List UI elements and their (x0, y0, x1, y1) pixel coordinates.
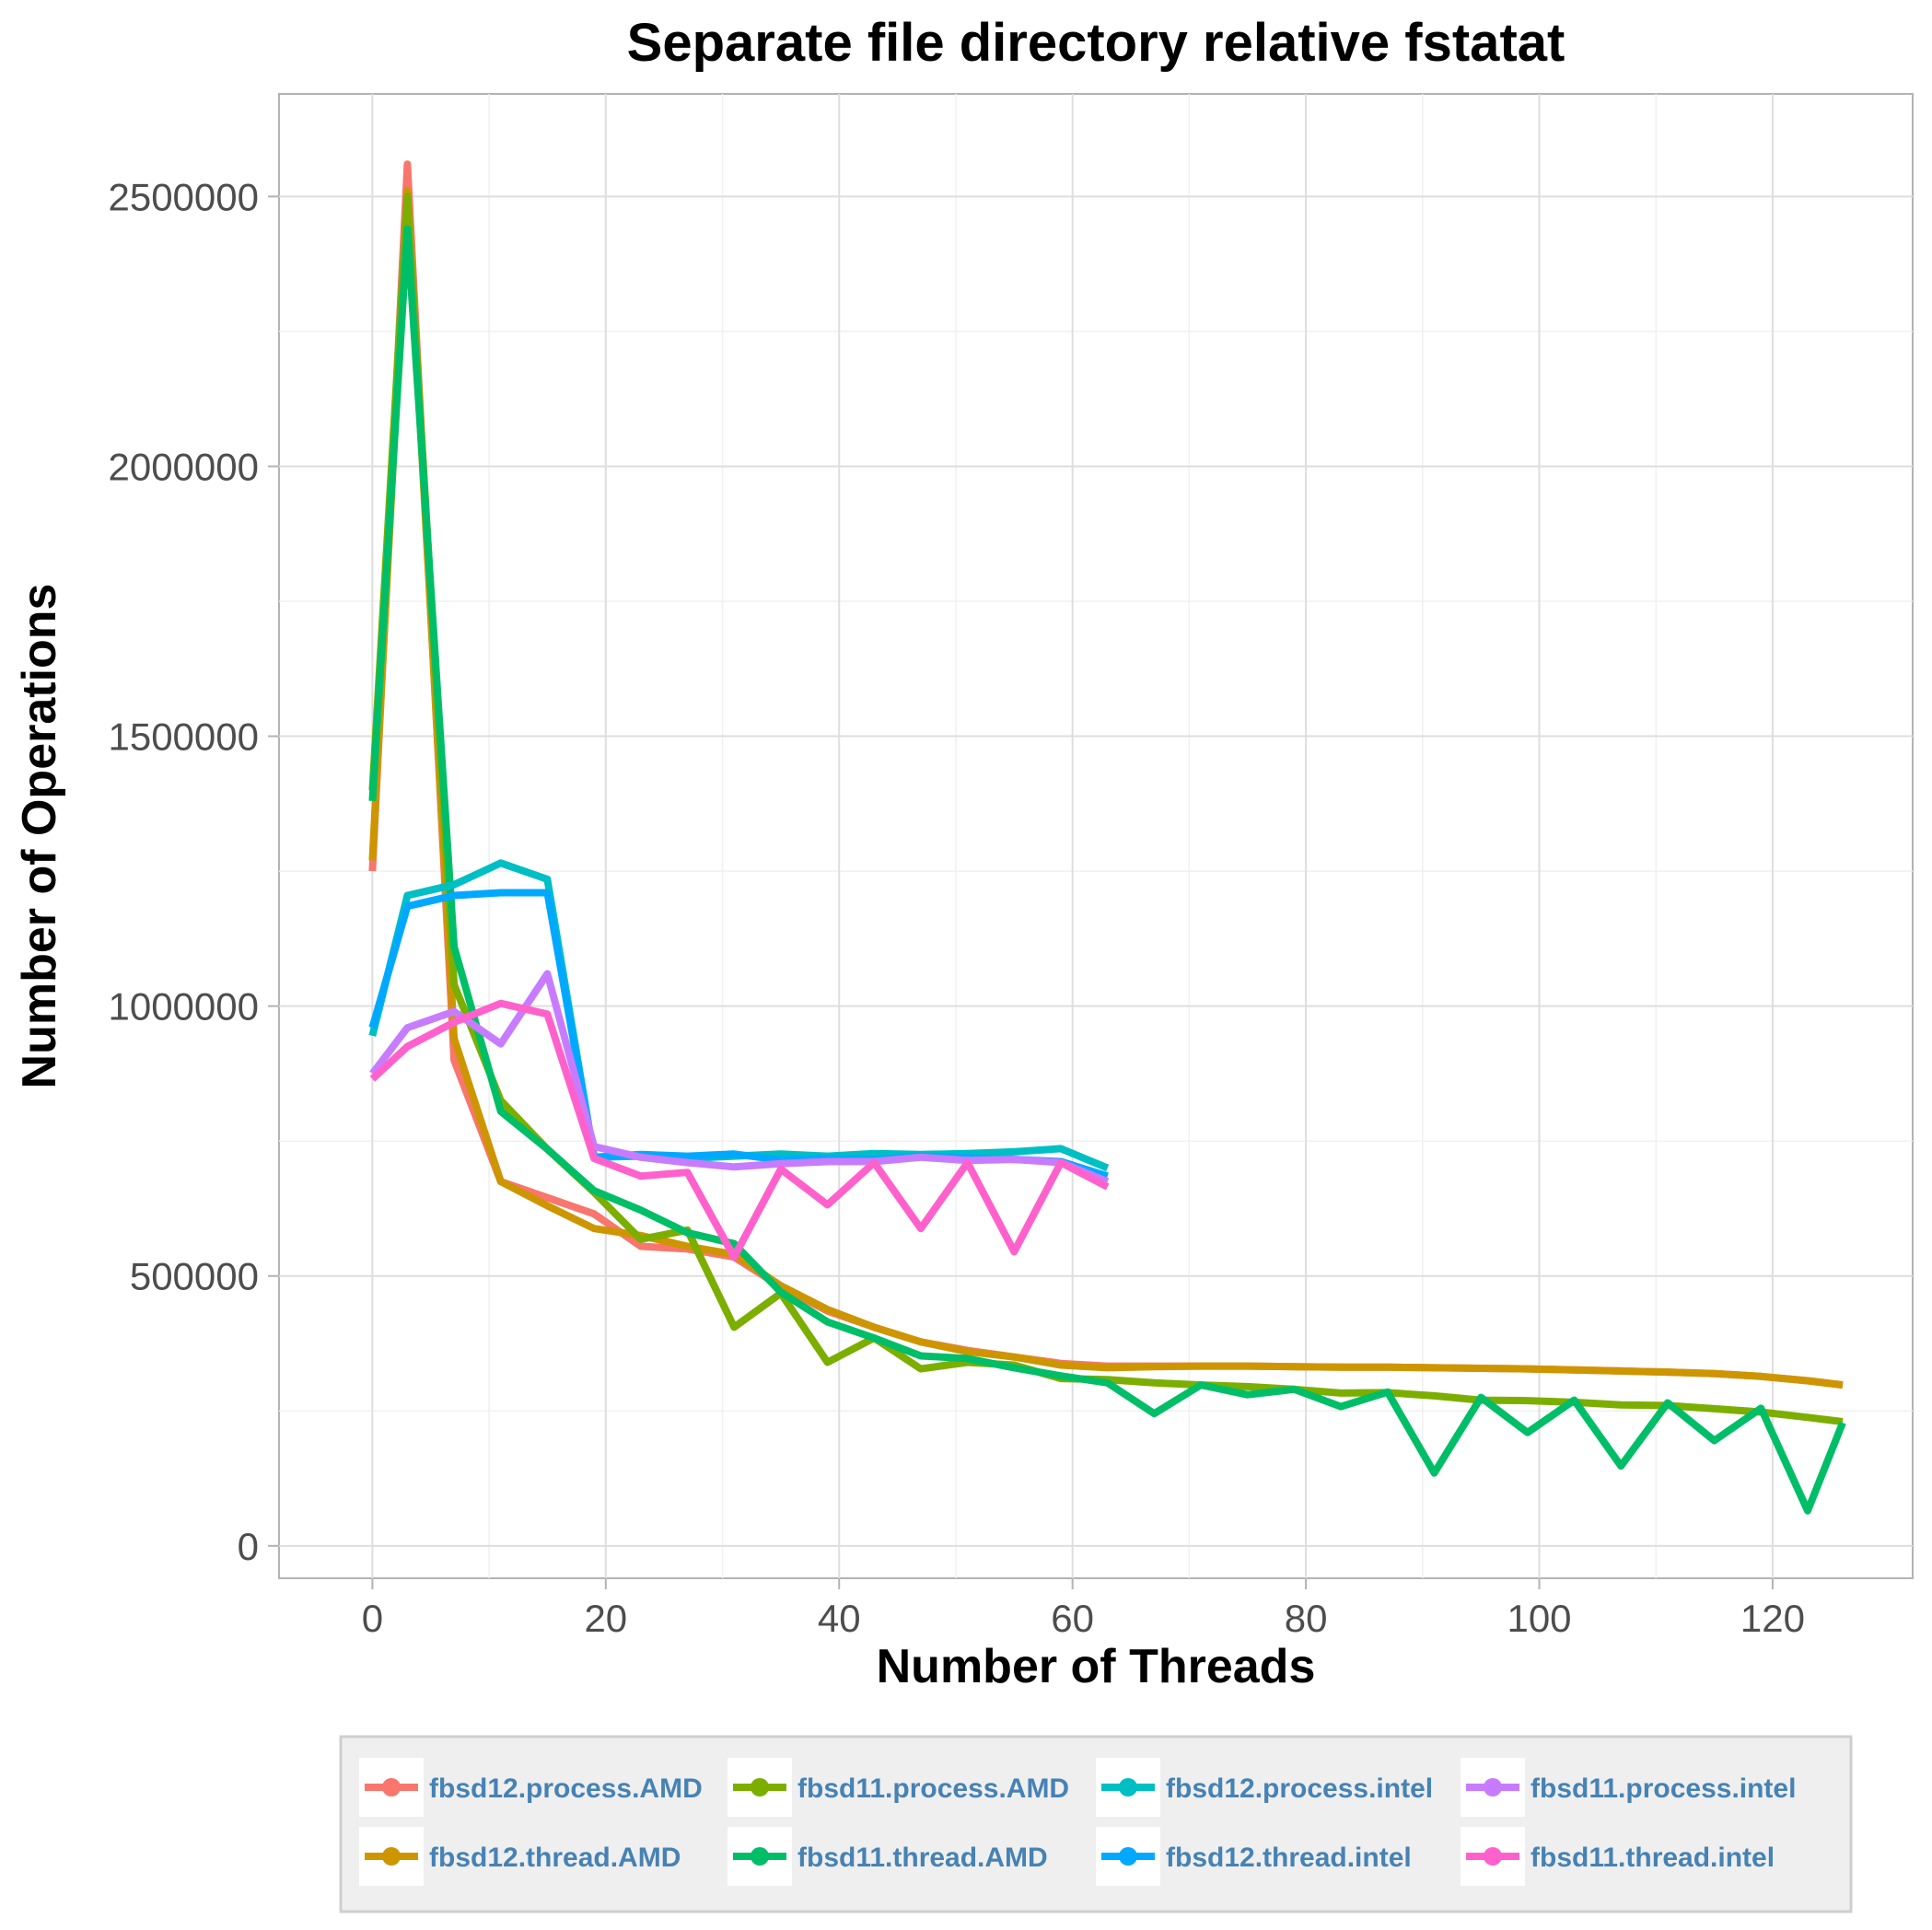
legend-key-dot (382, 1847, 401, 1866)
series-lines (368, 160, 1846, 1515)
y-axis-title: Number of Operations (13, 584, 66, 1089)
legend-key-dot (1484, 1778, 1502, 1796)
x-axis: 0 20 40 60 80 100 120 (362, 1578, 1805, 1640)
y-tick-label: 1000000 (108, 985, 259, 1029)
legend-key-dot (751, 1778, 769, 1796)
legend-label: fbsd12.thread.AMD (429, 1843, 681, 1873)
y-tick-label: 500000 (130, 1255, 259, 1298)
legend-key-dot (382, 1778, 401, 1796)
series-line-fbsd11-thread-intel (369, 999, 1110, 1261)
legend-label: fbsd12.thread.intel (1166, 1843, 1412, 1873)
legend-item: fbsd12.thread.AMD (359, 1827, 681, 1886)
x-tick-label: 0 (362, 1597, 383, 1640)
legend-label: fbsd11.process.intel (1530, 1773, 1796, 1804)
legend-label: fbsd11.thread.intel (1530, 1843, 1775, 1873)
legend-label: fbsd12.process.intel (1166, 1773, 1433, 1804)
legend-item: fbsd11.thread.AMD (727, 1827, 1048, 1886)
y-tick-label: 0 (238, 1525, 259, 1568)
chart-title: Separate file directory relative fstatat (627, 13, 1565, 73)
series-line-fbsd11-thread-amd (368, 225, 1846, 1515)
minor-gridlines (279, 94, 1913, 1578)
legend-key-dot (751, 1847, 769, 1866)
legend-item: fbsd11.thread.intel (1461, 1827, 1775, 1886)
x-tick-label: 40 (818, 1597, 861, 1640)
legend-label: fbsd11.process.AMD (797, 1773, 1069, 1804)
y-tick-label: 2000000 (108, 445, 259, 488)
legend: fbsd12.process.AMD fbsd12.thread.AMD fbsd1… (339, 1735, 1853, 1913)
legend-label: fbsd12.process.AMD (429, 1773, 703, 1804)
x-tick-label: 80 (1285, 1597, 1328, 1640)
y-axis: 0 500000 1000000 1500000 2000000 2500000 (108, 175, 279, 1568)
legend-items: fbsd12.process.AMD fbsd12.thread.AMD fbsd1… (359, 1758, 1796, 1886)
legend-key-dot (1119, 1778, 1137, 1796)
x-tick-label: 120 (1740, 1597, 1805, 1640)
plot-panel (278, 93, 1914, 1579)
x-tick-label: 100 (1507, 1597, 1571, 1640)
legend-item: fbsd12.thread.intel (1096, 1827, 1412, 1886)
major-gridlines (279, 94, 1913, 1578)
x-axis-title: Number of Threads (877, 1640, 1316, 1693)
x-tick-label: 60 (1051, 1597, 1094, 1640)
legend-key-dot (1484, 1847, 1502, 1866)
y-tick-label: 1500000 (108, 715, 259, 759)
legend-item: fbsd12.process.intel (1096, 1758, 1433, 1817)
legend-item: fbsd11.process.intel (1461, 1758, 1796, 1817)
series-line-fbsd12-thread-amd (368, 187, 1844, 1389)
series-line-fbsd11-process-intel (369, 970, 1110, 1185)
legend-key-dot (1119, 1847, 1137, 1866)
legend-item: fbsd12.process.AMD (359, 1758, 703, 1817)
plot-background (278, 93, 1914, 1579)
x-tick-label: 20 (584, 1597, 627, 1640)
y-tick-label: 2500000 (108, 175, 259, 218)
legend-label: fbsd11.thread.AMD (797, 1843, 1048, 1873)
legend-item: fbsd11.process.AMD (727, 1758, 1069, 1817)
